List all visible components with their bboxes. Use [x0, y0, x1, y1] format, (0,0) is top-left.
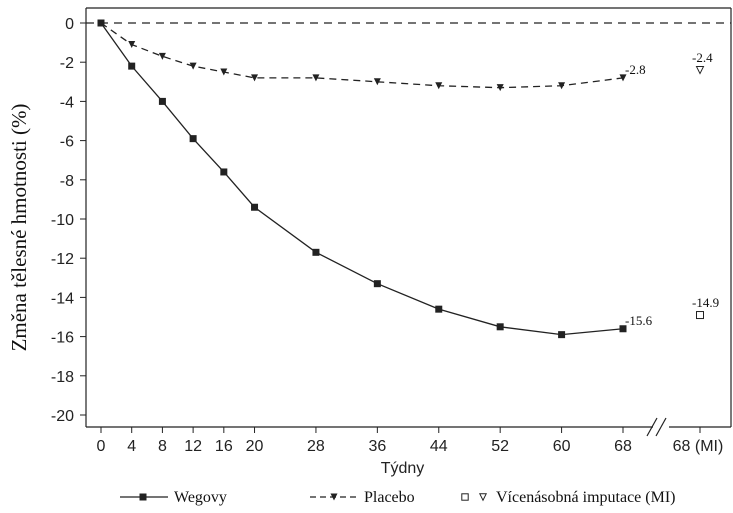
point-placebo — [158, 52, 166, 60]
point-wegovy — [220, 168, 228, 176]
point-wegovy — [158, 97, 166, 105]
x-tick-label: 44 — [430, 438, 448, 455]
legend-marker-wegovy — [139, 493, 147, 501]
legend-marker-mi-square — [461, 493, 469, 501]
axis-layer: 0 -2 -4 -6 -8 -10 -12 -14 -16 -18 -20 0 4 8 12 16 20 28 36… — [51, 7, 732, 455]
point-wegovy — [312, 248, 320, 256]
x-tick-label: 16 — [215, 438, 233, 455]
end-label-wegovy: -15.6 — [625, 313, 653, 328]
end-label-placebo: -2.8 — [625, 62, 646, 77]
point-placebo — [312, 74, 320, 82]
point-placebo — [189, 62, 197, 70]
point-wegovy — [189, 135, 197, 143]
legend-label-mi: Vícenásobná imputace (MI) — [496, 489, 675, 506]
legend: Wegovy Placebo Vícenásobná imputace (MI) — [120, 489, 675, 506]
y-tick-label: -8 — [60, 173, 74, 190]
y-tick-label: -6 — [60, 134, 74, 151]
y-tick-label: -14 — [51, 290, 74, 307]
y-tick-label: -20 — [51, 408, 74, 425]
x-tick-label: 8 — [158, 438, 167, 455]
series-line-wegovy — [100, 22, 624, 336]
point-placebo — [251, 74, 259, 82]
axis-break-mark — [655, 417, 667, 437]
point-placebo — [619, 74, 627, 82]
y-tick-label: -4 — [60, 94, 74, 111]
mi-label-placebo: -2.4 — [692, 50, 713, 65]
y-axis-title: Změna tělesné hmotnosti (%) — [7, 104, 31, 352]
mi-point-wegovy — [696, 311, 704, 320]
series-line-placebo — [100, 22, 624, 89]
y-tick-label: -16 — [51, 330, 74, 347]
point-wegovy — [373, 280, 381, 288]
x-tick-label: 20 — [246, 438, 264, 455]
mi-point-placebo — [695, 66, 705, 75]
x-tick-label: 60 — [553, 438, 571, 455]
point-placebo — [97, 19, 105, 27]
point-placebo — [128, 41, 136, 49]
series-layer — [97, 19, 705, 339]
legend-label-placebo: Placebo — [364, 489, 415, 506]
point-wegovy — [619, 325, 627, 333]
legend-marker-mi-triangle — [478, 493, 488, 502]
x-tick-label: 36 — [368, 438, 386, 455]
x-tick-label: 12 — [184, 438, 202, 455]
y-tick-label: -2 — [60, 55, 74, 72]
point-wegovy — [496, 323, 504, 331]
y-tick-label: -18 — [51, 369, 74, 386]
x-axis-title: Týdny — [381, 460, 425, 477]
x-tick-label: 68 — [614, 438, 632, 455]
x-tick-label: 28 — [307, 438, 325, 455]
point-wegovy — [128, 62, 136, 70]
legend-marker-placebo — [330, 493, 338, 501]
y-tick-label: -12 — [51, 251, 74, 268]
point-placebo — [558, 82, 566, 90]
mi-label-wegovy: -14.9 — [692, 295, 719, 310]
x-tick-label-mi: 68 (MI) — [673, 438, 724, 455]
axis-break-mark — [646, 417, 658, 437]
point-placebo — [373, 78, 381, 86]
x-tick-label: 4 — [127, 438, 136, 455]
x-tick-label: 52 — [491, 438, 509, 455]
point-placebo — [435, 82, 443, 90]
point-wegovy — [251, 203, 259, 211]
x-tick-label: 0 — [97, 438, 106, 455]
point-placebo — [496, 84, 504, 92]
point-placebo — [220, 68, 228, 76]
label-layer: -15.6 -2.8 -14.9 -2.4 — [625, 50, 719, 328]
y-tick-label: 0 — [65, 16, 74, 33]
point-wegovy — [558, 331, 566, 339]
point-wegovy — [435, 305, 443, 313]
legend-label-wegovy: Wegovy — [174, 489, 227, 506]
y-tick-label: -10 — [51, 212, 74, 229]
